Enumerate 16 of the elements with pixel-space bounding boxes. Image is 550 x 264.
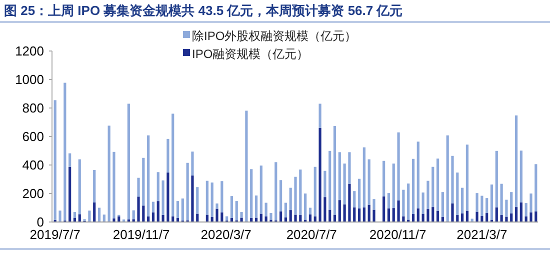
- y-tick-label: 400: [22, 158, 44, 173]
- x-tick-label: 2020/11/7: [369, 227, 426, 242]
- y-tick-label: 600: [22, 129, 44, 144]
- y-tick-label: 1200: [15, 44, 44, 59]
- y-tick-label: 800: [22, 100, 44, 116]
- legend-label: IPO融资规模（亿元）: [192, 47, 309, 62]
- y-tick-label: 1000: [15, 72, 44, 88]
- y-tick-label: 200: [22, 186, 44, 202]
- x-tick-label: 2019/11/7: [112, 227, 170, 242]
- legend-label: 除IPO外股权融资规模（亿元）: [192, 29, 357, 44]
- x-tick-label: 2019/7/7: [30, 227, 80, 242]
- y-tick-label: 0: [36, 214, 44, 230]
- x-tick-label: 2021/3/7: [456, 227, 508, 242]
- x-tick-label: 2020/3/7: [200, 227, 252, 242]
- x-tick-label: 2020/7/7: [286, 227, 337, 242]
- chart-title: 图 25：上周 IPO 募集资金规模共 43.5 亿元，本周预计募资 56.7 亿元: [4, 3, 403, 18]
